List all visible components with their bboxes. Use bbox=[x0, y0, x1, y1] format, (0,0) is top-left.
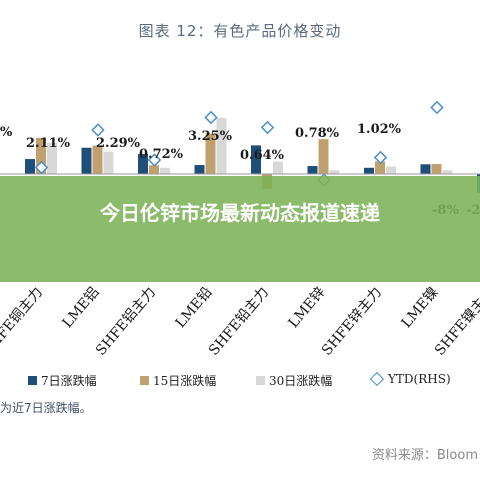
bar-7d-7 bbox=[420, 164, 431, 174]
legend-diamond-icon bbox=[369, 371, 385, 387]
legend-label-15d: 15日涨跌幅 bbox=[153, 374, 217, 388]
data-label-7: 1.02% bbox=[357, 122, 402, 137]
legend-item-15d: 15日涨跌幅 bbox=[140, 372, 216, 389]
bar-15d-2 bbox=[149, 165, 159, 174]
data-label-0: % bbox=[0, 125, 13, 140]
legend-item-ytd: YTD(RHS) bbox=[369, 371, 451, 387]
bar-15d-5 bbox=[318, 139, 329, 174]
data-label-6: 0.78% bbox=[295, 126, 340, 141]
data-label-1: 2.11% bbox=[26, 136, 71, 151]
bar-15d-0 bbox=[36, 137, 46, 174]
ytd-diamond-2 bbox=[147, 153, 162, 167]
headline-banner bbox=[0, 176, 480, 282]
data-label-5: 0.64% bbox=[240, 148, 285, 163]
bar-7d-2 bbox=[138, 154, 148, 174]
category-tick-4: SHFE铅主力 bbox=[206, 284, 272, 358]
category-tick-6: SHFE锌主力 bbox=[319, 284, 385, 358]
bar-7d-6 bbox=[364, 167, 374, 174]
bar-7d-1 bbox=[81, 147, 92, 174]
bar-15d-6 bbox=[375, 161, 385, 174]
bar-15d-7 bbox=[431, 164, 442, 174]
bar-30d-0 bbox=[47, 142, 57, 174]
ytd-diamond-1 bbox=[91, 123, 105, 137]
legend-label-7d: 7日涨跌幅 bbox=[41, 374, 97, 388]
legend-swatch-15d bbox=[140, 376, 149, 385]
legend-label-ytd: YTD(RHS) bbox=[388, 372, 451, 386]
data-label-2: 2.29% bbox=[96, 136, 141, 151]
category-tick-3: LME铅 bbox=[173, 284, 216, 331]
ytd-diamond-7 bbox=[430, 100, 444, 115]
ytd-diamond-6 bbox=[373, 150, 388, 165]
legend: 7日涨跌幅 15日涨跌幅 30日涨跌幅 YTD(RHS) bbox=[0, 371, 480, 392]
bar-30d-7 bbox=[442, 170, 453, 174]
bar-30d-5 bbox=[329, 170, 340, 174]
legend-swatch-30d bbox=[256, 376, 265, 385]
category-tick-1: LME铝 bbox=[60, 284, 103, 331]
category-tick-2: SHFE铝主力 bbox=[93, 284, 159, 358]
bar-15d-3 bbox=[205, 133, 216, 174]
footnote: 为近7日涨跌幅。 bbox=[0, 401, 92, 415]
bar-30d-4 bbox=[273, 161, 283, 174]
data-label-3: 0.72% bbox=[139, 147, 184, 162]
ytd-diamond-4 bbox=[260, 120, 275, 135]
legend-label-30d: 30日涨跌幅 bbox=[269, 374, 333, 388]
bar-7d-4 bbox=[251, 145, 261, 174]
category-tick-5: LME锌 bbox=[286, 284, 329, 331]
legend-item-30d: 30日涨跌幅 bbox=[256, 372, 332, 389]
ytd-diamond-3 bbox=[204, 110, 218, 125]
bar-15d-1 bbox=[92, 145, 103, 174]
bar-30d-3 bbox=[216, 118, 227, 174]
chart-title: 图表 12：有色产品价格变动 bbox=[138, 22, 342, 40]
ytd-diamond-0 bbox=[34, 160, 49, 175]
category-tick-0: SHFE铜主力 bbox=[0, 284, 46, 358]
headline-text: 今日伦锌市场最新动态报道速递 bbox=[100, 201, 380, 225]
data-label-4: 3.25% bbox=[188, 129, 233, 144]
source-note: 资料来源：Bloom bbox=[371, 448, 478, 463]
bar-30d-6 bbox=[386, 166, 396, 174]
bar-30d-1 bbox=[103, 151, 114, 174]
category-tick-7: LME镍 bbox=[399, 284, 442, 331]
bar-30d-2 bbox=[160, 167, 170, 174]
bar-7d-0 bbox=[25, 159, 35, 174]
legend-swatch-7d bbox=[28, 376, 37, 385]
legend-item-7d: 7日涨跌幅 bbox=[28, 372, 97, 389]
bar-7d-5 bbox=[307, 166, 318, 174]
bar-7d-3 bbox=[194, 165, 205, 174]
